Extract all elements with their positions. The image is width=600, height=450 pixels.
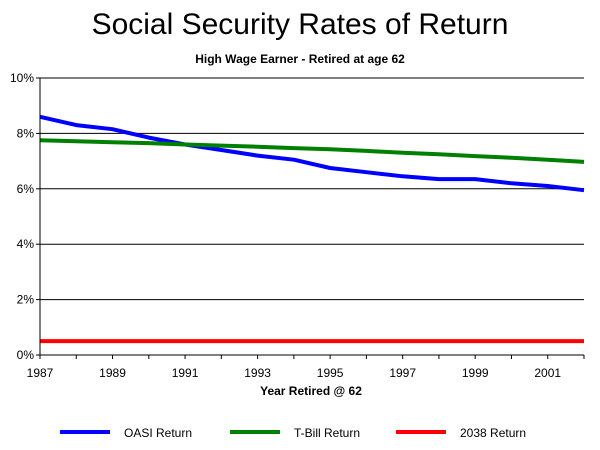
y-tick-label: 10% (10, 71, 34, 85)
x-tick-label: 2001 (534, 366, 561, 380)
x-tick-label: 1997 (389, 366, 416, 380)
legend-item: OASI Return (60, 426, 192, 440)
y-tick-label: 8% (17, 126, 35, 140)
legend-label: T-Bill Return (294, 426, 360, 440)
x-axis-title: Year Retired @ 62 (260, 384, 362, 398)
x-tick-label: 1991 (172, 366, 199, 380)
x-tick-label: 1989 (99, 366, 126, 380)
x-tick-label: 1999 (462, 366, 489, 380)
x-tick-label: 1993 (244, 366, 271, 380)
y-tick-label: 2% (17, 293, 35, 307)
legend-label: OASI Return (124, 426, 192, 440)
x-tick-label: 1995 (317, 366, 344, 380)
chart-subtitle: High Wage Earner - Retired at age 62 (195, 52, 405, 66)
legend: OASI Return T-Bill Return 2038 Return (60, 426, 526, 440)
axes (36, 77, 585, 359)
legend-item: 2038 Return (396, 426, 526, 440)
y-tick-label: 4% (17, 237, 35, 251)
x-tick-label: 1987 (27, 366, 54, 380)
y-tick-label: 0% (17, 348, 35, 362)
x-tick-labels: 1987 1989 1991 1993 1995 1997 1999 2001 (27, 366, 562, 380)
series-line-1 (39, 114, 585, 193)
y-tick-label: 6% (17, 182, 35, 196)
y-tick-labels: 0% 2% 4% 6% 8% 10% (10, 71, 34, 362)
series-line-2 (39, 138, 585, 164)
series-lines (39, 114, 585, 344)
chart-title: Social Security Rates of Return (91, 8, 509, 41)
gridlines (40, 77, 584, 301)
legend-label: 2038 Return (460, 426, 526, 440)
legend-item: T-Bill Return (230, 426, 360, 440)
